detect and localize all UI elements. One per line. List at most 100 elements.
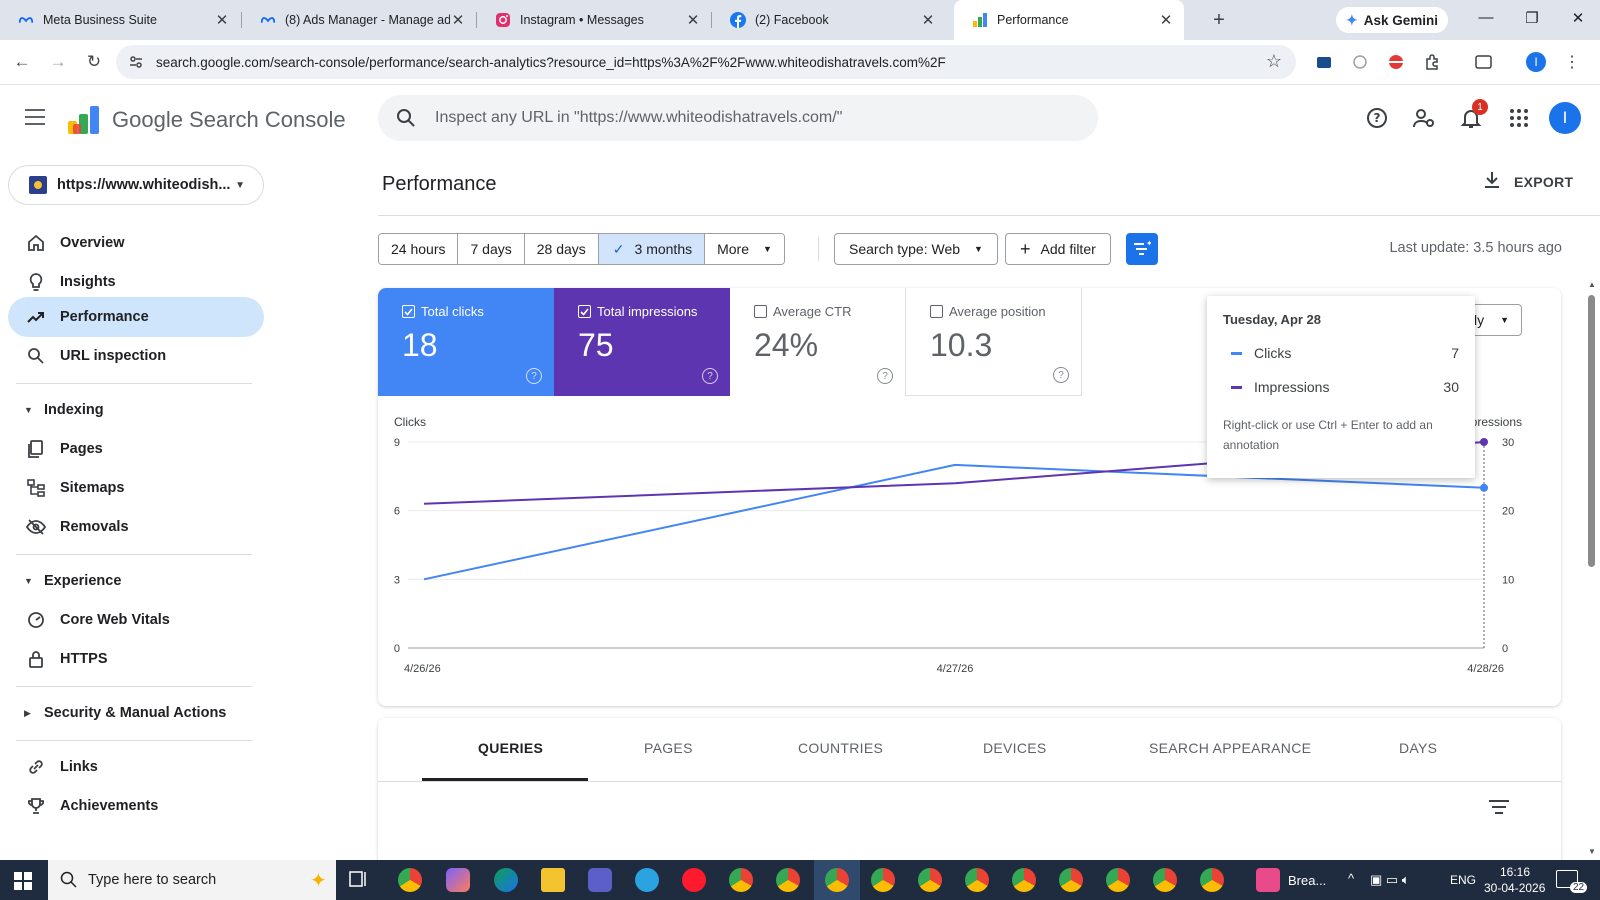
checkbox-unchecked-icon[interactable] — [930, 305, 943, 318]
site-info-icon[interactable] — [128, 54, 144, 70]
chrome-profile-icon[interactable] — [1153, 868, 1177, 892]
sidebar-item-overview[interactable]: Overview — [8, 223, 264, 263]
clock-time[interactable]: 16:16 — [1500, 865, 1531, 879]
opera-taskbar-icon[interactable] — [682, 868, 706, 892]
browser-tab-instagram[interactable]: Instagram • Messages ✕ — [477, 0, 711, 40]
chrome-taskbar-icon[interactable] — [398, 868, 422, 892]
chrome-profile-icon[interactable] — [1200, 868, 1224, 892]
chrome-profile-icon[interactable] — [1106, 868, 1130, 892]
browser-tab-meta-business[interactable]: Meta Business Suite ✕ — [0, 0, 240, 40]
chrome-profile-icon[interactable] — [965, 868, 989, 892]
chrome-profile-icon[interactable] — [871, 868, 895, 892]
scrollbar-thumb[interactable] — [1588, 295, 1595, 567]
page-scrollbar[interactable]: ▲ ▼ — [1586, 280, 1597, 860]
sidebar-item-removals[interactable]: Removals — [8, 507, 264, 547]
filter-settings-button[interactable]: ✦ — [1126, 233, 1158, 265]
tab-days[interactable]: DAYS — [1399, 740, 1438, 756]
checkbox-unchecked-icon[interactable] — [754, 305, 767, 318]
tab-devices[interactable]: DEVICES — [983, 740, 1047, 756]
scroll-down-arrow-icon[interactable]: ▼ — [1588, 847, 1596, 856]
menu-icon[interactable] — [25, 109, 45, 130]
mail-app-icon[interactable] — [1256, 868, 1280, 892]
chrome-profile-icon[interactable] — [729, 868, 753, 892]
export-button[interactable]: EXPORT — [1484, 171, 1573, 192]
sidebar-item-insights[interactable]: Insights — [8, 262, 264, 302]
sidebar-item-achievements[interactable]: Achievements — [8, 786, 264, 826]
metric-total-impressions[interactable]: Total impressions 75 ? — [554, 288, 730, 396]
task-view-icon[interactable] — [348, 868, 372, 892]
sidebar-item-https[interactable]: HTTPS — [8, 639, 264, 679]
extension-wallet-icon[interactable] — [1314, 52, 1334, 72]
search-type-filter[interactable]: Search type: Web ▼ — [834, 233, 998, 265]
windows-start-icon[interactable] — [14, 872, 32, 890]
checkbox-checked-icon[interactable] — [578, 305, 591, 318]
add-filter-button[interactable]: + Add filter — [1005, 233, 1111, 265]
date-range-24-hours[interactable]: 24 hours — [379, 234, 459, 264]
sidebar-item-core-web-vitals[interactable]: Core Web Vitals — [8, 600, 264, 640]
close-icon[interactable]: ✕ — [686, 12, 700, 29]
notifications-bell-icon[interactable]: 1 — [1458, 99, 1488, 131]
edge-taskbar-icon[interactable] — [494, 868, 518, 892]
new-tab-button[interactable]: + — [1213, 9, 1225, 31]
tab-search-appearance[interactable]: SEARCH APPEARANCE — [1149, 740, 1312, 756]
sidebar-item-pages[interactable]: Pages — [8, 429, 264, 469]
url-inspection-search[interactable]: Inspect any URL in "https://www.whiteodi… — [378, 95, 1098, 141]
chrome-profile-icon[interactable] — [776, 868, 800, 892]
tab-countries[interactable]: COUNTRIES — [798, 740, 884, 756]
sidebar-section-security[interactable]: ▶ Security & Manual Actions — [24, 693, 226, 733]
chrome-profile-icon[interactable] — [918, 868, 942, 892]
browser-menu-icon[interactable]: ⋮ — [1564, 54, 1580, 71]
help-icon[interactable]: ? — [1364, 105, 1390, 131]
reload-icon[interactable]: ↻ — [86, 52, 102, 71]
bookmark-star-icon[interactable]: ☆ — [1265, 51, 1282, 71]
date-range-3-months[interactable]: ✓ 3 months — [598, 234, 706, 264]
tab-queries[interactable]: QUERIES — [478, 740, 544, 756]
back-icon[interactable]: ← — [13, 52, 31, 71]
extensions-puzzle-icon[interactable] — [1422, 52, 1442, 72]
date-range-28-days[interactable]: 28 days — [524, 234, 599, 264]
address-bar[interactable]: search.google.com/search-console/perform… — [116, 45, 1296, 79]
close-icon[interactable]: ✕ — [215, 12, 229, 29]
sidebar-section-indexing[interactable]: ▼ Indexing — [24, 390, 104, 430]
metric-average-ctr[interactable]: Average CTR 24% ? — [730, 288, 906, 396]
sidebar-item-links[interactable]: Links — [8, 747, 264, 787]
notification-center-icon[interactable] — [1556, 870, 1578, 888]
tab-search-icon[interactable] — [1474, 52, 1494, 72]
scroll-up-arrow-icon[interactable]: ▲ — [1588, 280, 1596, 289]
file-explorer-icon[interactable] — [541, 868, 565, 892]
extension-globe-icon[interactable] — [1350, 52, 1370, 72]
extension-red-icon[interactable] — [1386, 52, 1406, 72]
help-icon[interactable]: ? — [1053, 367, 1069, 383]
minimize-icon[interactable]: — — [1478, 9, 1494, 26]
language-indicator[interactable]: ENG — [1450, 873, 1477, 887]
close-icon[interactable]: ✕ — [1159, 12, 1173, 29]
taskbar-search-box[interactable]: Type here to search ✦ — [48, 860, 336, 900]
sidebar-item-url-inspection[interactable]: URL inspection — [8, 336, 264, 376]
metric-average-position[interactable]: Average position 10.3 ? — [906, 288, 1082, 396]
ask-gemini-button[interactable]: ✦ Ask Gemini — [1336, 7, 1449, 33]
close-icon[interactable]: ✕ — [921, 12, 935, 29]
apps-grid-icon[interactable] — [1506, 105, 1532, 131]
date-range-7-days[interactable]: 7 days — [458, 234, 525, 264]
property-selector[interactable]: https://www.whiteodish... ▼ — [8, 165, 264, 205]
sidebar-item-performance[interactable]: Performance — [8, 297, 264, 337]
metric-total-clicks[interactable]: Total clicks 18 ? — [378, 288, 554, 396]
window-close-icon[interactable]: ✕ — [1571, 10, 1585, 27]
manage-users-icon[interactable] — [1411, 105, 1437, 131]
help-icon[interactable]: ? — [877, 368, 893, 384]
sidebar-item-sitemaps[interactable]: Sitemaps — [8, 468, 264, 508]
chrome-profile-icon[interactable] — [1012, 868, 1036, 892]
tab-pages[interactable]: PAGES — [644, 740, 693, 756]
taskbar-app-label[interactable]: Brea... — [1288, 873, 1327, 888]
chrome-profile-icon[interactable] — [1059, 868, 1083, 892]
teams-taskbar-icon[interactable] — [588, 868, 612, 892]
close-icon[interactable]: ✕ — [451, 12, 465, 29]
account-avatar[interactable]: I — [1549, 102, 1581, 134]
date-range-more[interactable]: More ▼ — [705, 234, 784, 264]
forward-icon[interactable]: → — [49, 52, 67, 71]
browser-tab-facebook[interactable]: (2) Facebook ✕ — [712, 0, 946, 40]
restore-icon[interactable]: ❐ — [1525, 10, 1539, 27]
chrome-profile-icon[interactable] — [825, 868, 849, 892]
show-hidden-icons-icon[interactable]: ^ — [1348, 871, 1355, 886]
profile-avatar[interactable]: I — [1526, 52, 1546, 72]
